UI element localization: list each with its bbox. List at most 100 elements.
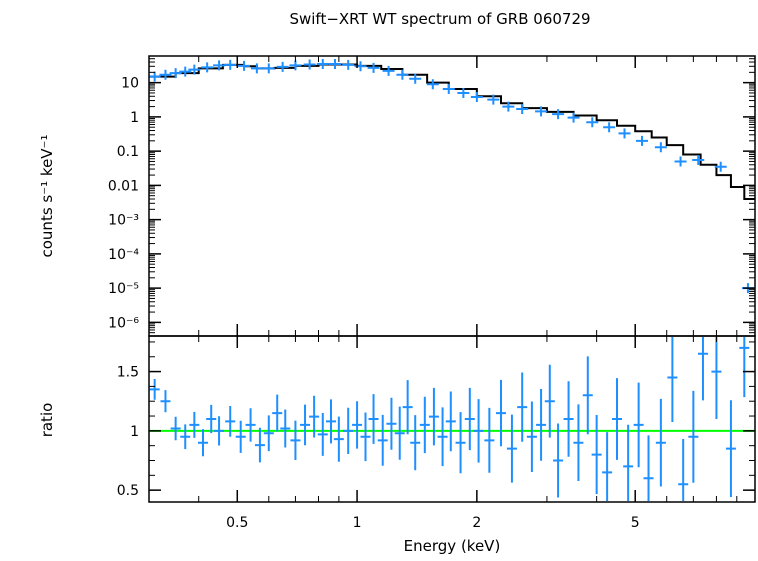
ratio-point <box>180 424 191 450</box>
ratio-point <box>437 407 448 467</box>
ratio-point <box>317 412 328 456</box>
ratio-point <box>526 401 537 473</box>
spectrum-panel: 10 1 0.1 0.01 10⁻³ 10⁻⁴ 10⁻⁵ 10⁻⁶ counts s⁻¹ ke… <box>38 55 756 337</box>
ratio-point <box>386 397 397 450</box>
ratio-point <box>272 394 283 432</box>
y-tick-label: 1 <box>130 110 139 126</box>
ratio-point <box>377 414 388 466</box>
ratio-point <box>573 404 584 482</box>
data-point <box>188 64 201 75</box>
x-tick-label: 2 <box>472 515 481 531</box>
ratio-point <box>563 381 574 457</box>
ratio-point <box>739 337 750 398</box>
y-tick-label: 10 <box>121 76 139 92</box>
ratio-point <box>394 406 405 460</box>
ratio-panel-frame <box>148 335 756 503</box>
ratio-point <box>197 429 208 457</box>
data-point <box>250 63 263 74</box>
ratio-point <box>667 337 678 423</box>
data-point <box>213 60 226 71</box>
ratio-point <box>402 380 413 435</box>
ratio-point <box>309 395 320 438</box>
chart-title: Swift−XRT WT spectrum of GRB 060729 <box>289 10 590 28</box>
y-tick-label: 0.1 <box>117 144 139 160</box>
data-point <box>276 61 289 72</box>
data-point <box>603 122 616 133</box>
data-point <box>159 69 172 80</box>
data-point <box>516 104 529 115</box>
data-point <box>289 60 302 71</box>
ratio-point <box>517 372 528 442</box>
y-tick-label: 0.01 <box>108 178 139 194</box>
data-point <box>426 79 439 90</box>
data-point <box>635 135 648 146</box>
x-tick-label: 1 <box>353 515 362 531</box>
model-step-line <box>149 63 755 201</box>
ratio-point <box>711 337 722 420</box>
data-point <box>303 59 316 70</box>
data-point <box>354 61 367 72</box>
ratio-point <box>343 407 354 455</box>
data-point <box>409 73 422 84</box>
data-point <box>502 101 515 112</box>
ratio-point <box>725 400 736 498</box>
ratio-point <box>655 398 666 487</box>
ratio-point <box>536 389 547 461</box>
data-point <box>396 69 409 80</box>
data-point <box>367 62 380 73</box>
data-point <box>586 117 599 128</box>
ratio-point <box>623 424 634 501</box>
y-tick-label: 1 <box>130 424 139 440</box>
ratio-point <box>591 415 602 495</box>
ratio-point <box>473 399 484 463</box>
data-point <box>224 59 237 70</box>
ratio-point <box>326 399 337 444</box>
data-point <box>382 65 395 76</box>
ratio-point <box>496 379 507 447</box>
ratio-y-ticks: 0.5 1 1.5 <box>117 341 755 499</box>
ratio-points <box>149 337 750 501</box>
y-tick-label: 10⁻³ <box>108 213 139 229</box>
x-tick-label: 5 <box>631 515 640 531</box>
y-tick-label: 10⁻⁵ <box>108 281 139 297</box>
data-point <box>316 59 329 70</box>
ratio-point <box>170 416 181 441</box>
ratio-point <box>149 378 160 400</box>
data-point <box>179 66 192 77</box>
ratio-point <box>254 427 265 463</box>
data-point <box>169 68 182 79</box>
data-point <box>457 87 470 98</box>
ratio-point <box>484 407 495 473</box>
data-point <box>552 109 565 120</box>
ratio-point <box>544 364 555 438</box>
data-point <box>674 156 687 167</box>
y-tick-label: 10⁻⁴ <box>108 247 139 263</box>
data-point <box>654 142 667 153</box>
x-axis-ticks: 0.5 1 2 5 <box>148 56 756 531</box>
ratio-point <box>464 387 475 451</box>
ratio-point <box>352 401 363 449</box>
data-point <box>692 155 705 166</box>
ratio-point <box>419 396 430 454</box>
data-point <box>148 71 161 82</box>
ratio-point <box>160 390 171 413</box>
ratio-point <box>582 356 593 435</box>
x-tick-label: 0.5 <box>226 515 248 531</box>
x-axis-label: Energy (keV) <box>404 537 501 555</box>
model-line <box>149 63 755 201</box>
ratio-point <box>455 412 466 474</box>
ratio-point <box>189 411 200 438</box>
data-point <box>618 128 631 139</box>
data-point <box>470 92 483 103</box>
data-point <box>342 59 355 70</box>
ratio-point <box>445 391 456 452</box>
ratio-point <box>206 404 217 434</box>
data-point <box>262 63 275 74</box>
ratio-point <box>678 438 689 501</box>
ratio-point <box>300 404 311 446</box>
ratio-point <box>428 387 439 446</box>
data-point <box>535 106 548 117</box>
ratio-point <box>553 423 564 498</box>
data-points <box>148 59 754 294</box>
ratio-point <box>602 432 613 501</box>
